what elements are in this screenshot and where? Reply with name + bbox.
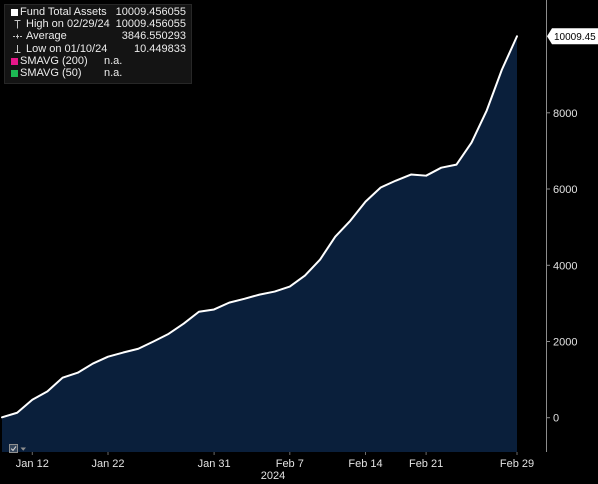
legend-item-low[interactable]: Low on 01/10/24 10.449833 bbox=[5, 43, 191, 55]
checkbox-icon bbox=[8, 441, 19, 459]
data-point bbox=[333, 234, 338, 239]
data-point bbox=[75, 370, 80, 375]
y-tick-label: 0 bbox=[553, 413, 559, 425]
data-point bbox=[151, 339, 156, 344]
data-point bbox=[181, 321, 186, 326]
legend-item-smavg-50[interactable]: SMAVG (50) n.a. bbox=[5, 67, 191, 79]
data-point bbox=[121, 350, 126, 355]
data-point bbox=[272, 289, 277, 294]
x-ticks: Jan 12 Jan 22 Jan 31 Feb 7 Feb 14 Feb 21 Feb 2… bbox=[16, 452, 534, 470]
x-tick-label: Jan 12 bbox=[16, 458, 49, 470]
green-square-icon bbox=[11, 69, 18, 77]
high-marker-icon bbox=[14, 20, 21, 29]
legend-value: 10009.456055 bbox=[115, 6, 186, 18]
series-area-fill bbox=[2, 36, 517, 452]
legend-item-average[interactable]: Average 3846.550293 bbox=[5, 30, 191, 42]
legend-label: Average bbox=[26, 30, 67, 43]
data-point bbox=[393, 178, 398, 183]
magenta-square-icon bbox=[11, 57, 18, 65]
data-point bbox=[106, 354, 111, 359]
last-value-marker bbox=[547, 28, 598, 45]
data-point bbox=[60, 375, 65, 380]
data-point bbox=[196, 309, 201, 314]
x-axis: Jan 12 Jan 22 Jan 31 Feb 7 Feb 14 Feb 21 Feb 2… bbox=[16, 452, 534, 482]
data-point bbox=[408, 172, 413, 177]
y-axis: 0 2000 4000 6000 8000 bbox=[546, 0, 577, 452]
x-tick-label: Feb 14 bbox=[348, 458, 382, 470]
legend-item-fund-total-assets[interactable]: Fund Total Assets 10009.456055 bbox=[5, 6, 191, 18]
y-ticks: 0 2000 4000 6000 8000 bbox=[546, 108, 577, 425]
legend-value: n.a. bbox=[104, 66, 123, 79]
legend-item-smavg-200[interactable]: SMAVG (200) n.a. bbox=[5, 55, 191, 67]
white-square-icon bbox=[11, 9, 18, 16]
data-point bbox=[302, 273, 307, 278]
series-line-fund-total-assets bbox=[1, 35, 518, 419]
last-value-label: 10009.45 bbox=[547, 28, 598, 45]
legend-value: n.a. bbox=[104, 54, 123, 67]
data-point bbox=[363, 199, 368, 204]
low-marker-icon bbox=[14, 44, 21, 53]
data-point bbox=[469, 140, 474, 145]
x-tick-label: Feb 7 bbox=[276, 458, 304, 470]
y-tick-label: 2000 bbox=[553, 337, 577, 349]
data-point bbox=[348, 218, 353, 223]
data-point bbox=[499, 67, 504, 72]
data-point bbox=[15, 410, 20, 415]
legend-label: Low on 01/10/24 bbox=[26, 42, 108, 55]
legend-label: Fund Total Assets bbox=[20, 6, 107, 18]
y-tick-label: 8000 bbox=[553, 108, 577, 120]
legend-value: 10.449833 bbox=[134, 42, 186, 55]
data-point bbox=[212, 307, 217, 312]
data-point bbox=[484, 108, 489, 113]
data-point bbox=[318, 257, 323, 262]
x-tick-label: Jan 22 bbox=[91, 458, 124, 470]
data-point bbox=[242, 296, 247, 301]
plot-area bbox=[1, 34, 520, 452]
legend-label: High on 02/29/24 bbox=[26, 18, 110, 31]
data-point bbox=[439, 165, 444, 170]
x-tick-label: Jan 31 bbox=[198, 458, 231, 470]
data-point bbox=[45, 389, 50, 394]
legend-value: 3846.550293 bbox=[121, 30, 186, 43]
average-marker-icon bbox=[13, 34, 22, 39]
chart-options-toggle[interactable] bbox=[8, 441, 28, 453]
data-point bbox=[515, 34, 520, 39]
y-tick-label: 6000 bbox=[553, 184, 577, 196]
data-point bbox=[424, 173, 429, 178]
x-year-label: 2024 bbox=[261, 470, 285, 482]
data-point bbox=[166, 331, 171, 336]
legend-value: 10009.456055 bbox=[115, 18, 186, 31]
data-point bbox=[287, 284, 292, 289]
legend-item-high[interactable]: High on 02/29/24 10009.456055 bbox=[5, 18, 191, 30]
legend: Fund Total Assets 10009.456055 High on 0… bbox=[4, 4, 192, 84]
data-point bbox=[378, 185, 383, 190]
x-tick-label: Feb 29 bbox=[500, 458, 534, 470]
legend-label: SMAVG (50) bbox=[20, 66, 82, 79]
data-point bbox=[136, 346, 141, 351]
legend-label: SMAVG (200) bbox=[20, 54, 88, 67]
data-point bbox=[30, 397, 35, 402]
data-point bbox=[90, 361, 95, 366]
y-tick-label: 4000 bbox=[553, 260, 577, 272]
last-value-text: 10009.45 bbox=[554, 32, 596, 43]
data-point bbox=[454, 162, 459, 167]
x-tick-label: Feb 21 bbox=[409, 458, 443, 470]
chevron-down-icon bbox=[20, 441, 27, 459]
data-point bbox=[227, 300, 232, 305]
data-point bbox=[257, 292, 262, 297]
